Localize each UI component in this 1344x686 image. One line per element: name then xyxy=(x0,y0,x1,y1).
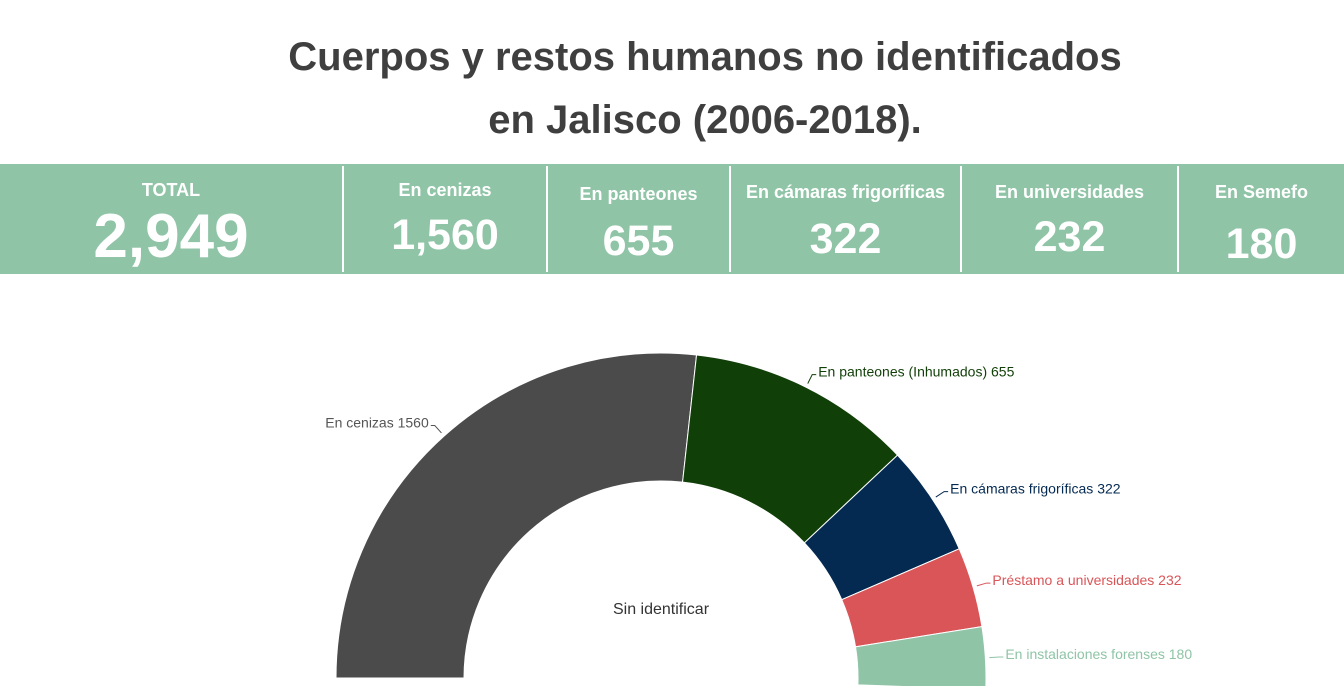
stat-divider xyxy=(342,166,344,272)
center-label: Sin identificar xyxy=(613,601,710,618)
stats-band: TOTAL 2,949 En cenizas 1,560 En panteone… xyxy=(0,164,1344,274)
stat-universidades-value: 232 xyxy=(1033,213,1106,261)
slice-label: En cenizas 1560 xyxy=(325,415,429,431)
title-line-2: en Jalisco (2006-2018). xyxy=(488,98,922,142)
slice-label: En instalaciones forenses 180 xyxy=(1005,646,1192,662)
slice-1[interactable] xyxy=(335,352,698,679)
slice-leader-line xyxy=(976,582,991,587)
slice-label: En panteones (Inhumados) 655 xyxy=(818,364,1014,380)
stat-semefo-label: En Semefo xyxy=(1214,182,1309,202)
stat-cenizas-label: En cenizas xyxy=(398,180,492,200)
slice-label: En cámaras frigoríficas 322 xyxy=(950,481,1121,497)
slice-leader-line xyxy=(989,656,1004,659)
stat-divider xyxy=(1177,166,1179,272)
slice-label: Préstamo a universidades 232 xyxy=(992,572,1181,588)
stat-total: TOTAL 2,949 xyxy=(0,164,342,274)
stat-divider xyxy=(729,166,731,272)
title-line-1: Cuerpos y restos humanos no identificado… xyxy=(288,35,1122,79)
stat-panteones: En panteones 655 xyxy=(548,164,729,274)
stat-divider xyxy=(960,166,962,272)
stat-camaras-label: En cámaras frigoríficas xyxy=(745,182,946,202)
stat-panteones-value: 655 xyxy=(602,217,675,265)
slice-leader-line xyxy=(807,374,817,384)
stat-total-label: TOTAL xyxy=(141,180,201,200)
stat-universidades-label: En universidades xyxy=(994,182,1145,202)
slice-leader-line xyxy=(935,491,949,498)
stat-camaras-value: 322 xyxy=(809,215,882,263)
stat-semefo-value: 180 xyxy=(1225,220,1298,268)
stat-cenizas-value: 1,560 xyxy=(391,211,499,259)
stat-semefo: En Semefo 180 xyxy=(1179,164,1344,274)
slice-5[interactable] xyxy=(854,626,987,686)
stat-total-value: 2,949 xyxy=(93,202,249,271)
stat-universidades: En universidades 232 xyxy=(962,164,1177,274)
stat-camaras: En cámaras frigoríficas 322 xyxy=(731,164,960,274)
page-title: Cuerpos y restos humanos no identificado… xyxy=(0,26,1344,152)
stat-cenizas: En cenizas 1,560 xyxy=(344,164,546,274)
stat-panteones-label: En panteones xyxy=(579,184,698,204)
slice-leader-line xyxy=(430,425,442,434)
semi-donut-chart: En cenizas 1560 En panteones (Inhumados) … xyxy=(325,352,1192,686)
stat-divider xyxy=(546,166,548,272)
